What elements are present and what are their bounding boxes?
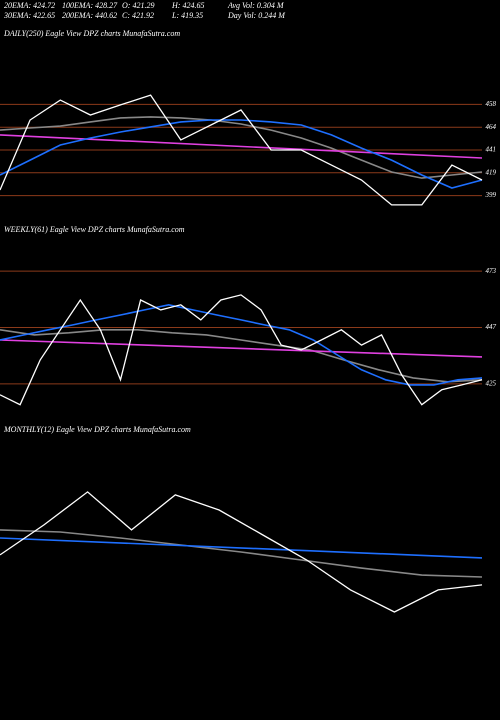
series-line — [0, 491, 483, 613]
series-line — [0, 537, 483, 559]
level-label: 458 — [486, 100, 497, 108]
series-line — [0, 529, 483, 578]
panel-title: WEEKLY(61) Eagle View DPZ charts MunafaS… — [4, 225, 185, 234]
panel-title: DAILY(250) Eagle View DPZ charts MunafaS… — [3, 29, 180, 38]
level-label: 425 — [486, 379, 497, 387]
stat: 30EMA: 422.65 — [3, 11, 55, 20]
stat: 20EMA: 424.72 — [4, 1, 55, 10]
level-label: 464 — [486, 123, 497, 131]
stat: Day Vol: 0.244 M — [227, 11, 286, 20]
series-line — [0, 303, 483, 386]
stat: 100EMA: 428.27 — [62, 1, 118, 10]
stat: C: 421.92 — [122, 11, 154, 20]
level-label: 441 — [486, 146, 497, 154]
stat: O: 421.29 — [122, 1, 154, 10]
series-line — [0, 94, 483, 206]
series-line — [0, 329, 483, 383]
level-label: 473 — [486, 267, 497, 275]
stat: 200EMA: 440.62 — [62, 11, 117, 20]
series-line — [0, 116, 483, 179]
stat: L: 419.35 — [171, 11, 203, 20]
level-label: 419 — [486, 168, 497, 176]
panel-title: MONTHLY(12) Eagle View DPZ charts Munafa… — [3, 425, 191, 434]
series-line — [0, 119, 483, 189]
level-label: 447 — [486, 323, 497, 331]
series-line — [0, 134, 483, 159]
level-label: 399 — [485, 191, 497, 199]
stat: H: 424.65 — [171, 1, 204, 10]
stat: Avg Vol: 0.304 M — [227, 1, 285, 10]
series-line — [0, 294, 483, 406]
series-line — [0, 339, 483, 358]
